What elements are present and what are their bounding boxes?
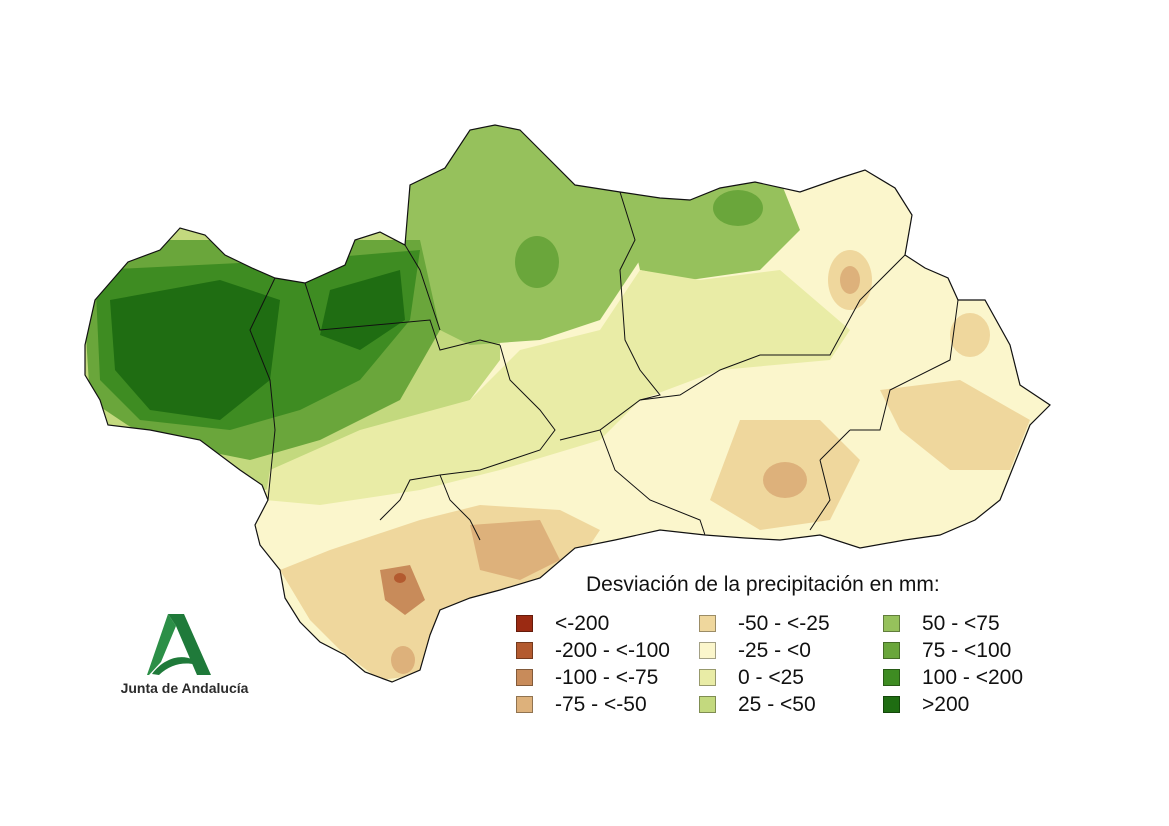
legend-item: -25 - <0 (699, 637, 830, 664)
legend-swatch (699, 696, 716, 713)
legend-label: 0 - <25 (738, 665, 804, 689)
legend-swatch (883, 669, 900, 686)
legend-label: -25 - <0 (738, 638, 811, 662)
legend-label: 50 - <75 (922, 611, 1000, 635)
legend-swatch (516, 615, 533, 632)
legend-swatch (883, 642, 900, 659)
legend-swatch (883, 696, 900, 713)
legend-label: 75 - <100 (922, 638, 1012, 662)
legend-item: -50 - <-25 (699, 610, 830, 637)
legend-swatch (516, 669, 533, 686)
legend-item: <-200 (516, 610, 670, 637)
legend-label: -100 - <-75 (555, 665, 659, 689)
legend-item: >200 (883, 691, 1023, 718)
legend-label: -50 - <-25 (738, 611, 830, 635)
legend-label: <-200 (555, 611, 610, 635)
legend-column-1: <-200 -200 - <-100 -100 - <-75 -75 - <-5… (516, 610, 670, 718)
legend-item: -200 - <-100 (516, 637, 670, 664)
legend-label: 25 - <50 (738, 692, 816, 716)
legend-item: 25 - <50 (699, 691, 830, 718)
legend-swatch (516, 696, 533, 713)
legend-item: 100 - <200 (883, 664, 1023, 691)
legend-item: 0 - <25 (699, 664, 830, 691)
legend-label: -75 - <-50 (555, 692, 647, 716)
legend-swatch (699, 669, 716, 686)
logo-text: Junta de Andalucía (120, 680, 249, 696)
legend-item: 75 - <100 (883, 637, 1023, 664)
logo-emblem-icon (147, 614, 211, 675)
province-boundaries (249, 191, 959, 541)
legend-title: Desviación de la precipitación en mm: (586, 573, 940, 596)
legend-label: 100 - <200 (922, 665, 1024, 689)
legend-column-3: 50 - <75 75 - <100 100 - <200 >200 (883, 610, 1023, 718)
legend-swatch (699, 642, 716, 659)
legend-column-2: -50 - <-25 -25 - <0 0 - <25 25 - <50 (699, 610, 830, 718)
legend-label: >200 (922, 692, 970, 716)
legend-swatch (516, 642, 533, 659)
legend-swatch (699, 615, 716, 632)
junta-de-andalucia-logo: Junta de Andalucía (112, 612, 257, 702)
legend-item: -75 - <-50 (516, 691, 670, 718)
legend-item: -100 - <-75 (516, 664, 670, 691)
legend-label: -200 - <-100 (555, 638, 670, 662)
legend-item: 50 - <75 (883, 610, 1023, 637)
legend-swatch (883, 615, 900, 632)
